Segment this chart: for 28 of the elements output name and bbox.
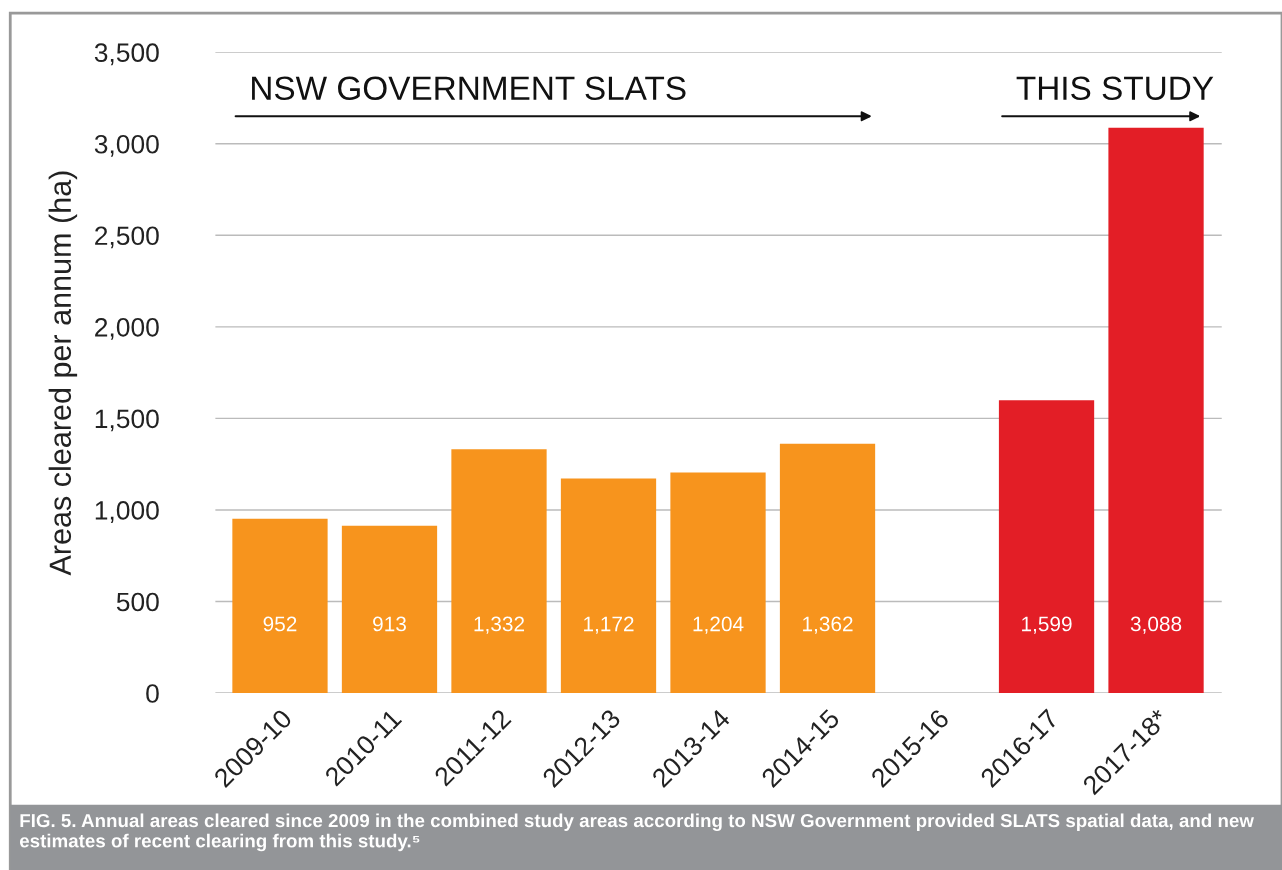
- y-tick-label: 500: [116, 592, 159, 612]
- bar: [451, 449, 547, 694]
- y-tick-label: 2,000: [95, 317, 159, 340]
- y-tick-label: 3,000: [94, 134, 159, 157]
- data-label: 1,599: [1022, 616, 1072, 634]
- caption: FIG. 5. Annual areas cleared since 2009 in the combined study areas according to NSW Government provided SLATS spatial data, and new estimates of recent clearing from this study.⁵: [19, 813, 1254, 852]
- y-tick-label: 2,500: [95, 226, 159, 249]
- bar: [779, 443, 876, 694]
- bar: [998, 400, 1095, 694]
- y-tick-label: 3,500: [94, 43, 159, 66]
- bar: [560, 478, 657, 694]
- bar: [341, 525, 438, 694]
- data-label: 1,332: [474, 616, 525, 634]
- data-label: 1,362: [803, 616, 853, 634]
- annotation: NSW GOVERNMENT SLATS: [252, 76, 686, 101]
- bar: [1108, 127, 1204, 694]
- y-tick-label: 1,500: [95, 409, 159, 432]
- data-label: 1,204: [693, 616, 744, 634]
- y-tick-label: 1,000: [95, 501, 159, 523]
- bar: [232, 518, 328, 694]
- y-axis-title: Areas cleared per annum (ha): [48, 171, 78, 576]
- data-label: 3,088: [1130, 616, 1182, 634]
- data-label: 952: [263, 616, 297, 632]
- data-label: 913: [373, 616, 406, 632]
- y-tick-label: 0: [146, 684, 159, 703]
- data-label: 1,172: [584, 616, 634, 634]
- annotation: THIS STUDY: [1016, 76, 1214, 101]
- bar: [670, 472, 766, 694]
